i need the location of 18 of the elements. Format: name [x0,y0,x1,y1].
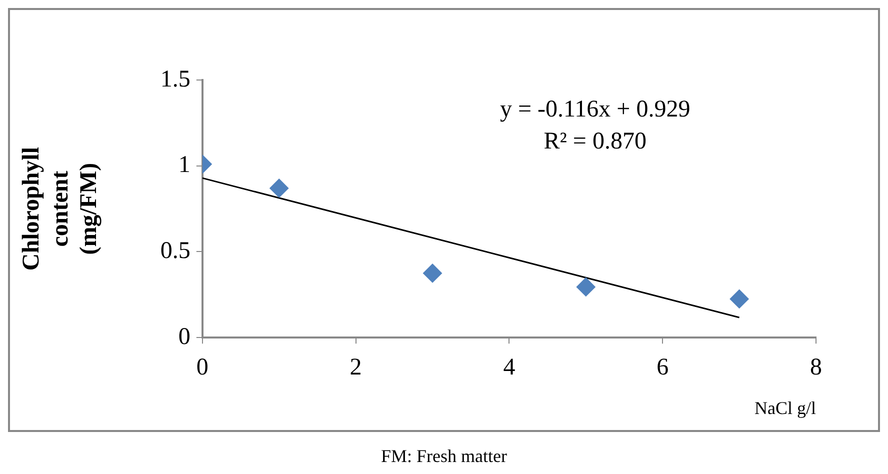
point [730,289,749,308]
x-tick-label: 6 [656,354,669,380]
text: FM: Fresh matter [380,446,508,467]
annotation: y = -0.116x + 0.929 [500,96,690,122]
y-tick-label: 0.5 [160,238,190,264]
point [270,178,289,198]
x-axis-title: NaCl g/l [754,398,816,418]
y-tick-label: 0 [178,324,190,350]
point [576,277,596,296]
y-tick-label: 1 [178,152,190,178]
x-tick-label: 8 [810,354,822,380]
annotation: R² = 0.870 [544,128,646,154]
x-tick-label: 2 [350,354,362,380]
y-tick-label: 1.5 [160,66,190,92]
x-tick-label: 4 [503,354,516,380]
y-axis-title: Chlorophyll content (mg/FM) [18,146,102,271]
x-tick-label: 0 [196,354,208,380]
point [423,264,442,283]
